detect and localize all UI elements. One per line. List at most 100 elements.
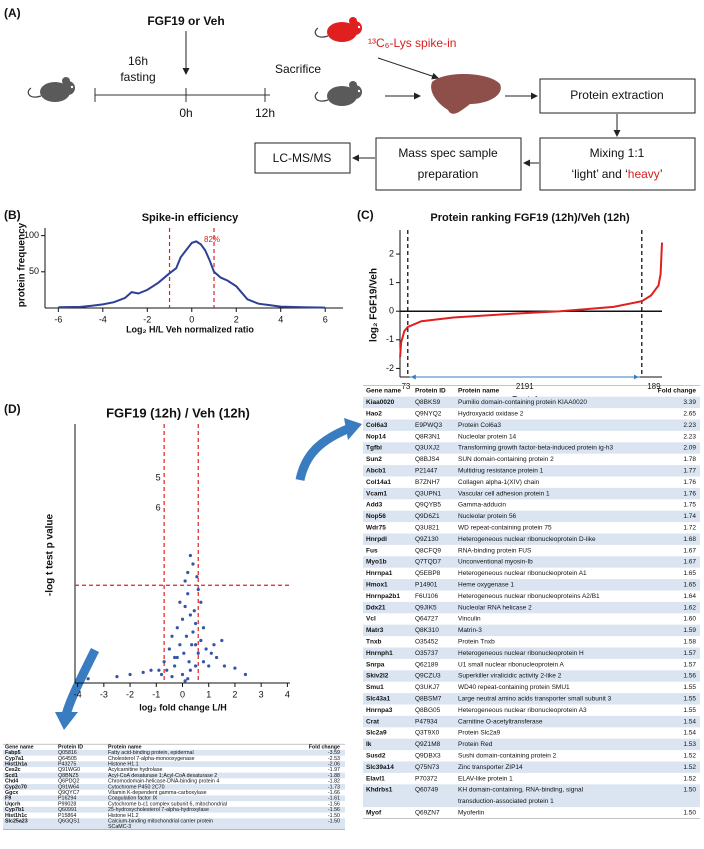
- table-cell: P47934: [415, 718, 438, 725]
- data-point: [192, 609, 196, 613]
- table-cell: 2.09: [683, 445, 696, 452]
- table-cell: Hnrnpa2b1: [366, 593, 400, 600]
- liver-icon: [431, 73, 501, 114]
- table-cell: 1.67: [683, 559, 696, 566]
- fasting-label: 16h: [128, 54, 148, 68]
- table-cell: Skiv2l2: [366, 673, 389, 680]
- table-cell: Matrin-3: [458, 627, 482, 634]
- x-tick-label: 0: [189, 314, 194, 324]
- table-cell: P21447: [415, 468, 438, 475]
- data-point: [183, 679, 187, 683]
- table-cell: Fabp5: [5, 750, 21, 756]
- data-point: [86, 677, 90, 681]
- table-cell: Q3U821: [415, 525, 440, 532]
- table-cell: Cytochrome P450 2C70: [108, 784, 165, 790]
- row-shade: [363, 761, 700, 773]
- row-shade: [363, 601, 700, 614]
- data-point: [159, 672, 164, 677]
- table-cell: 1.62: [683, 604, 696, 611]
- table-cell: Smu1: [366, 684, 384, 691]
- step-label: LC-MS/MS: [273, 151, 332, 165]
- column-header: Gene name: [5, 744, 34, 750]
- row-shade: [363, 647, 700, 659]
- data-line: [58, 240, 326, 309]
- table-cell: SUN domain-containing protein 2: [458, 456, 554, 463]
- table-cell: Cyp2c70: [5, 784, 27, 790]
- table-cell: B7ZNH7: [415, 479, 440, 486]
- table-cell: Heterogeneous nuclear ribonucleoprotein …: [458, 707, 587, 714]
- data-point: [194, 621, 198, 626]
- data-point: [186, 677, 190, 681]
- y-tick-label: -1: [386, 334, 394, 344]
- data-point: [196, 651, 200, 655]
- row-shade: [3, 784, 345, 790]
- table-cell: Hydroxyacid oxidase 2: [458, 411, 524, 418]
- table-cell: Add3: [366, 502, 383, 509]
- table-cell: -1.88: [328, 773, 340, 779]
- y-tick-label: 1: [389, 277, 394, 287]
- data-point: [201, 660, 206, 664]
- table-cell: 1.52: [683, 775, 696, 782]
- table-cell: Pumilio domain-containing protein KIAA00…: [458, 399, 587, 406]
- y-tick-label: -2: [386, 363, 394, 373]
- table-cell: 1.56: [683, 673, 696, 680]
- time-label: 12h: [255, 106, 275, 120]
- table-cell: Histone H1.2: [108, 813, 139, 819]
- table-cell: Q91W64: [58, 784, 79, 790]
- data-point: [195, 575, 199, 579]
- data-point: [209, 651, 213, 655]
- x-tick-label: -2: [126, 689, 134, 699]
- workflow: FGF19 or Veh 16h fasting 0h 12h Sacrific…: [27, 14, 696, 191]
- table-cell: 1.59: [683, 627, 696, 634]
- table-cell: Q9Z1M8: [415, 741, 441, 748]
- data-point: [115, 675, 119, 679]
- table-cell: 2.23: [683, 422, 696, 429]
- row-shade: [363, 670, 700, 682]
- x-tick-label: 4: [285, 689, 290, 699]
- data-point: [220, 638, 224, 643]
- data-point: [214, 655, 219, 660]
- table-cell: Protein Slc2a9: [458, 730, 501, 737]
- table-cell: Ces2c: [5, 767, 21, 773]
- table-cell: 1.75: [683, 502, 696, 509]
- data-point: [194, 664, 198, 668]
- table-cell: 1.60: [683, 616, 696, 623]
- data-point: [170, 634, 174, 638]
- table-cell: -1.50: [328, 819, 340, 825]
- table-cell: Q8CFQ9: [415, 547, 441, 554]
- panel-label: (A): [4, 6, 21, 20]
- table-cell: Cytochrome b-c1 complex subunit 6, mitoc…: [108, 801, 227, 807]
- table-cell: -1.61: [328, 796, 340, 802]
- table-cell: Heterogeneous nuclear ribonucleoprotein …: [458, 650, 584, 657]
- mouse-icon: [314, 16, 363, 43]
- table-cell: Kiaa0020: [366, 399, 395, 406]
- table-cell: Q6GQS1: [58, 819, 80, 825]
- table-cell: 1.67: [683, 547, 696, 554]
- mouse-icon: [27, 76, 76, 103]
- table-cell: U1 small nuclear ribonucleoprotein A: [458, 661, 565, 668]
- table-cell: 1.77: [683, 468, 696, 475]
- row-shade: [363, 487, 700, 500]
- data-point: [233, 666, 237, 670]
- table-cell: -1.56: [328, 801, 340, 807]
- table-cell: -1.66: [328, 790, 340, 796]
- row-shade: [363, 396, 700, 409]
- row-shade: [3, 818, 345, 830]
- column-header: Fold change: [309, 744, 340, 750]
- table-cell: Wdr75: [366, 525, 386, 532]
- data-point: [188, 613, 192, 617]
- table-cell: 25-hydroxycholesterol 7-alpha-hydroxylas…: [108, 807, 209, 813]
- step-box: [539, 137, 696, 191]
- table-cell: Hist1h1c: [5, 813, 27, 819]
- table-cell: Snrpa: [366, 661, 385, 668]
- row-shade: [363, 715, 700, 728]
- label-part: ’: [660, 167, 663, 181]
- table-cell: 1.64: [683, 593, 696, 600]
- data-point: [162, 660, 166, 664]
- table-cell: Hnrnpa1: [366, 570, 393, 577]
- table-cell: 1.50: [683, 787, 696, 794]
- row-shade: [363, 579, 700, 591]
- table-cell: SCaMC-3: [108, 824, 131, 830]
- table-cell: Q9JIK5: [415, 604, 437, 611]
- table-cell: O35452: [415, 639, 439, 646]
